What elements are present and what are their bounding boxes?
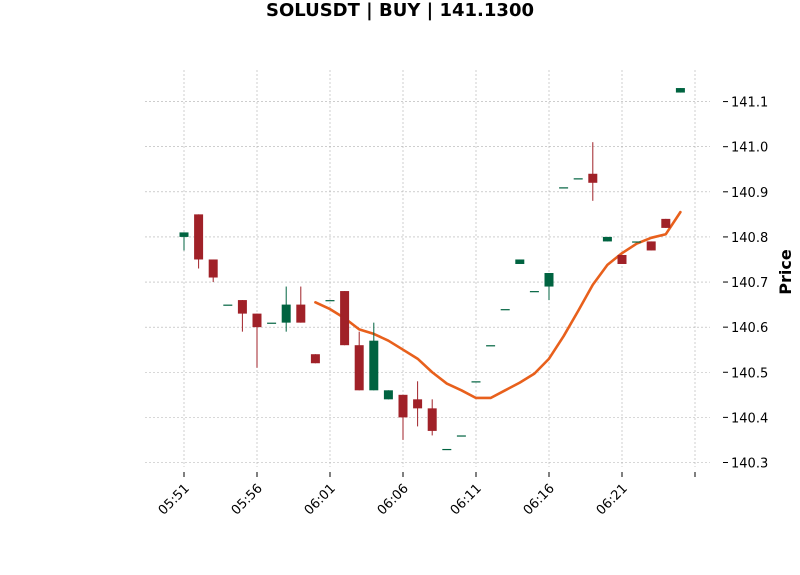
candle-body bbox=[223, 304, 233, 306]
candle bbox=[383, 390, 393, 400]
x-tick-label: 06:21 bbox=[594, 481, 631, 518]
candle-body bbox=[179, 232, 189, 237]
candle bbox=[486, 345, 496, 347]
candle-body bbox=[544, 273, 554, 287]
candle bbox=[471, 381, 481, 383]
y-axis-label: Price bbox=[776, 249, 795, 295]
x-tick-label: 06:06 bbox=[375, 481, 412, 518]
candle bbox=[559, 187, 569, 189]
candle-body bbox=[252, 313, 262, 328]
candle-body bbox=[515, 259, 525, 264]
grid bbox=[145, 70, 710, 467]
candle-body bbox=[325, 300, 335, 302]
candle bbox=[223, 304, 233, 306]
candle-body bbox=[632, 241, 642, 243]
candle-body bbox=[675, 88, 685, 93]
candle-body bbox=[559, 187, 569, 189]
candle bbox=[354, 331, 364, 391]
candle-body bbox=[427, 408, 437, 431]
candle-body bbox=[646, 241, 656, 251]
candle-body bbox=[208, 259, 218, 278]
candle-body bbox=[500, 309, 510, 311]
candle bbox=[267, 322, 277, 324]
candle-body bbox=[413, 399, 423, 409]
y-tick-label: 141.1 bbox=[731, 96, 768, 111]
y-tick-label: 140.7 bbox=[731, 276, 768, 291]
candle-body bbox=[398, 394, 408, 418]
candle-body bbox=[194, 214, 204, 260]
y-tick-label: 141.0 bbox=[731, 141, 768, 156]
candle bbox=[296, 286, 306, 323]
candle bbox=[500, 309, 510, 311]
candle bbox=[281, 286, 291, 332]
candle-body bbox=[471, 381, 481, 383]
y-tick-label: 140.8 bbox=[731, 231, 768, 246]
candle bbox=[456, 435, 466, 437]
candle bbox=[237, 300, 247, 332]
candle bbox=[340, 291, 350, 346]
candle-body bbox=[237, 300, 247, 314]
candle-body bbox=[442, 448, 452, 451]
candles-layer bbox=[179, 88, 685, 451]
candle-body bbox=[588, 173, 598, 183]
candle bbox=[398, 394, 408, 440]
candle bbox=[369, 322, 379, 391]
x-tick-label: 05:51 bbox=[156, 481, 193, 518]
candle-body bbox=[296, 304, 306, 323]
candle bbox=[661, 218, 671, 228]
candle-body bbox=[281, 304, 291, 323]
chart-title: SOLUSDT | BUY | 141.1300 bbox=[266, 0, 534, 21]
y-tick-label: 140.4 bbox=[731, 411, 768, 426]
candle-body bbox=[573, 178, 583, 180]
candle bbox=[413, 381, 423, 427]
candle bbox=[179, 232, 189, 251]
candle bbox=[632, 241, 642, 243]
candle-body bbox=[617, 254, 627, 264]
candle bbox=[442, 448, 452, 451]
candle bbox=[325, 300, 335, 302]
axes: 140.3 140.4 140.5 140.6 140.7 140.8 140.9 141.0… bbox=[156, 96, 768, 519]
candle-body bbox=[310, 354, 320, 364]
candle bbox=[544, 273, 554, 301]
candle-body bbox=[661, 218, 671, 228]
y-tick-label: 140.9 bbox=[731, 186, 768, 201]
candle bbox=[515, 259, 525, 264]
candle-body bbox=[354, 345, 364, 391]
x-tick-label: 06:16 bbox=[521, 481, 558, 518]
candle-body bbox=[529, 291, 539, 293]
candle-body bbox=[267, 322, 277, 324]
candle bbox=[529, 291, 539, 293]
y-tick-label: 140.3 bbox=[731, 456, 768, 471]
candle bbox=[602, 236, 612, 242]
candle bbox=[675, 88, 685, 93]
candle-body bbox=[456, 435, 466, 437]
x-tick-label: 06:01 bbox=[302, 481, 339, 518]
candle bbox=[617, 254, 627, 264]
candle bbox=[646, 241, 656, 251]
y-tick-label: 140.6 bbox=[731, 321, 768, 336]
candle-body bbox=[369, 340, 379, 391]
candle bbox=[310, 354, 320, 364]
x-tick-label: 05:56 bbox=[229, 481, 266, 518]
candle bbox=[252, 313, 262, 368]
candle bbox=[208, 259, 218, 283]
candle-body bbox=[602, 236, 612, 242]
candle bbox=[573, 178, 583, 180]
candle bbox=[427, 399, 437, 436]
y-tick-label: 140.5 bbox=[731, 366, 768, 381]
candle-body bbox=[383, 390, 393, 400]
candle bbox=[588, 142, 598, 201]
candle-body bbox=[340, 291, 350, 346]
x-tick-label: 06:11 bbox=[448, 481, 485, 518]
candle bbox=[194, 214, 204, 269]
candle-body bbox=[486, 345, 496, 347]
